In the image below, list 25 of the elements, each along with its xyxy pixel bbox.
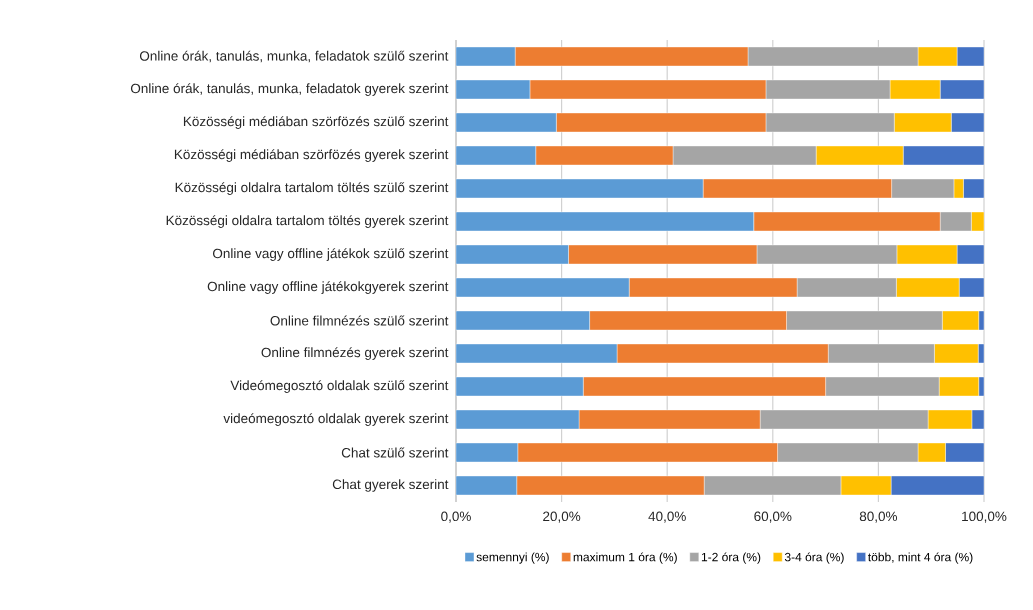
y-tick-label: Online órák, tanulás, munka, feladatok szülő szerint — [139, 50, 449, 63]
x-tick-label: 20,0% — [543, 511, 581, 523]
y-tick-label: Online vagy offline játékokgyerek szerint — [207, 281, 449, 294]
y-tick-label: Chat szülő szerint — [341, 447, 449, 458]
x-tick-label: 100,0% — [962, 511, 1007, 523]
x-tick-label: 80,0% — [859, 511, 898, 523]
y-tick-label: Közösségi médiában szörfözés gyerek szerint — [174, 149, 449, 162]
legend-label: több, mint 4 óra (%) — [868, 552, 973, 564]
y-tick-label: Videómegosztó oldalak szülő szerint — [230, 380, 449, 393]
x-tick-label: 0,0% — [441, 511, 471, 523]
legend-label: 1-2 óra (%) — [701, 552, 761, 564]
y-tick-label: Chat gyerek szerint — [332, 479, 449, 492]
y-tick-label: Online filmnézés gyerek szerint — [261, 347, 449, 360]
legend-label: semennyi (%) — [476, 552, 549, 564]
y-tick-label: Online órák, tanulás, munka, feladatok gyerek szerint — [130, 83, 449, 96]
x-tick-label: 60,0% — [754, 511, 792, 523]
y-tick-label: Közösségi médiában szörfözés szülő szerint — [183, 116, 449, 129]
y-tick-label: Online filmnézés szülő szerint — [270, 315, 449, 326]
x-tick-label: 40,0% — [648, 511, 686, 523]
legend-label: 3-4 óra (%) — [784, 552, 844, 564]
y-tick-label: Online vagy offline játékok szülő szerint — [212, 248, 449, 261]
y-tick-label: videómegosztó oldalak gyerek szerint — [223, 413, 449, 426]
y-tick-label: Közösségi oldalra tartalom töltés gyerek szerint — [166, 215, 449, 228]
y-tick-label: Közösségi oldalra tartalom töltés szülő szerint — [175, 182, 449, 195]
legend-label: maximum 1 óra (%) — [573, 552, 677, 564]
